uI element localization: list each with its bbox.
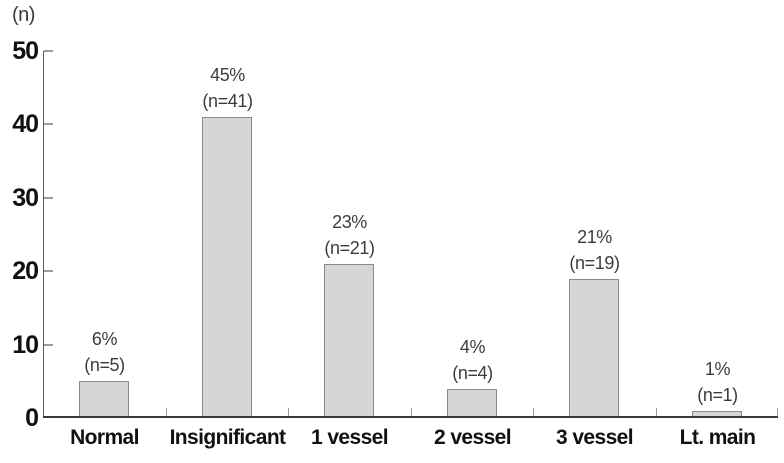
- x-category-label: 2 vessel: [434, 426, 512, 449]
- x-axis-tick: [533, 408, 534, 416]
- x-axis-tick: [656, 408, 657, 416]
- y-axis-tick: [44, 196, 53, 199]
- x-category-label: Insignificant: [169, 426, 286, 449]
- x-category-label: Normal: [70, 426, 139, 449]
- bar-value-label: 6% (n=5): [43, 326, 166, 378]
- x-axis-tick: [166, 408, 167, 416]
- x-category-label: Lt. main: [679, 426, 756, 449]
- y-tick-label: 40: [12, 110, 39, 139]
- y-tick-label: 10: [12, 330, 39, 359]
- bar-percent-label: 23%: [332, 212, 367, 232]
- bar-count-label: (n=19): [569, 253, 620, 273]
- bar-percent-label: 21%: [577, 227, 612, 247]
- bar-count-label: (n=4): [452, 363, 493, 383]
- bar-percent-label: 6%: [91, 329, 118, 349]
- y-axis-tick: [44, 270, 53, 273]
- x-category-label: 3 vessel: [556, 426, 634, 449]
- bar: [324, 264, 374, 416]
- y-axis-tick: [44, 50, 53, 52]
- bar-count-label: (n=5): [84, 355, 125, 375]
- bar-value-label: 23% (n=21): [288, 209, 411, 261]
- bar-percent-label: 4%: [459, 337, 486, 357]
- y-tick-label: 0: [25, 404, 39, 432]
- y-axis-tick: [44, 123, 53, 126]
- bar-count-label: (n=21): [324, 238, 375, 258]
- y-tick-label: 20: [12, 257, 39, 286]
- x-axis-tick: [777, 408, 778, 416]
- x-axis-tick: [411, 408, 412, 416]
- y-axis-line: [43, 51, 44, 418]
- bar: [569, 279, 619, 416]
- bar-count-label: (n=41): [202, 91, 253, 111]
- y-axis-tick: [44, 343, 53, 346]
- bar-count-label: (n=1): [697, 385, 738, 405]
- bar-value-label: 1% (n=1): [656, 356, 779, 408]
- x-axis-tick: [288, 408, 289, 416]
- y-axis-unit-label: (n): [12, 4, 35, 26]
- x-category-label: 1 vessel: [311, 426, 389, 449]
- y-tick-label: 50: [12, 37, 39, 65]
- bar: [447, 389, 497, 416]
- bar: [202, 117, 252, 416]
- bar: [692, 411, 742, 416]
- x-axis-line: [43, 416, 778, 418]
- bar-percent-label: 45%: [210, 65, 245, 85]
- y-tick-label: 30: [12, 183, 39, 212]
- bar-percent-label: 1%: [704, 359, 731, 379]
- bar: [79, 381, 129, 416]
- bar-value-label: 4% (n=4): [411, 334, 534, 386]
- bar-value-label: 45% (n=41): [166, 62, 289, 114]
- bar-value-label: 21% (n=19): [533, 224, 656, 276]
